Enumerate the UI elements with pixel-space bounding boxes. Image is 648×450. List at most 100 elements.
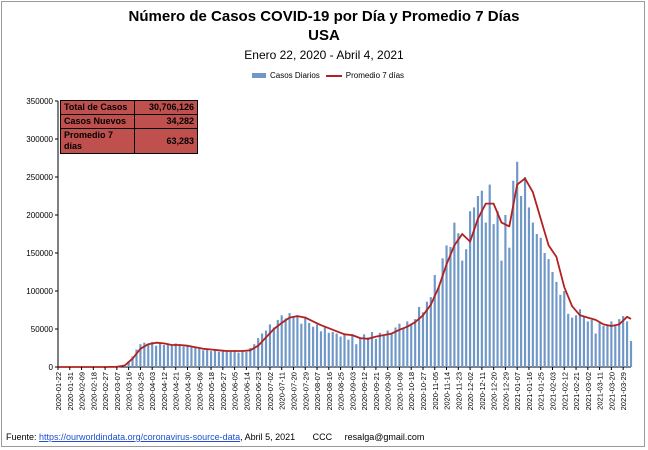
x-tick-label: 2020-11-05 <box>431 372 440 410</box>
x-tick-label: 2021-03-20 <box>607 372 616 410</box>
x-tick-label: 2020-11-14 <box>443 372 452 410</box>
x-tick-label: 2020-09-30 <box>384 372 393 410</box>
daily-cases-bar <box>629 340 633 367</box>
daily-cases-bar <box>209 351 213 367</box>
x-tick-label: 2020-12-02 <box>466 372 475 410</box>
daily-cases-bar <box>382 335 385 367</box>
daily-cases-bar <box>229 351 232 367</box>
daily-cases-bar <box>622 316 625 367</box>
daily-cases-bar <box>543 253 546 367</box>
daily-cases-bar <box>523 177 527 367</box>
daily-cases-bar <box>233 350 236 367</box>
daily-cases-bar <box>461 260 464 367</box>
daily-cases-bar <box>535 234 538 367</box>
daily-cases-bar <box>366 337 370 367</box>
daily-cases-bar <box>225 351 228 367</box>
daily-cases-bar <box>308 322 311 367</box>
x-tick-label: 2020-10-27 <box>419 372 428 410</box>
daily-cases-bar <box>449 246 452 367</box>
daily-cases-bar <box>618 319 621 367</box>
daily-cases-bar <box>304 316 307 367</box>
x-tick-label: 2020-04-03 <box>148 372 157 410</box>
stats-value: 63,283 <box>134 128 198 154</box>
x-tick-label: 2020-12-11 <box>478 372 487 410</box>
daily-cases-bar <box>319 331 323 367</box>
daily-cases-bar <box>488 184 491 367</box>
daily-cases-bar <box>253 344 256 367</box>
daily-cases-bar <box>315 324 319 367</box>
y-tick-label: 50000 <box>31 325 54 334</box>
daily-cases-bar <box>457 233 460 367</box>
daily-cases-bar <box>547 259 550 367</box>
daily-cases-bar <box>194 348 197 367</box>
daily-cases-bar <box>186 344 189 367</box>
x-tick-label: 2020-08-07 <box>313 372 322 410</box>
daily-cases-bar <box>292 317 295 367</box>
daily-cases-bar <box>202 350 205 367</box>
daily-cases-bar <box>476 196 480 367</box>
x-tick-label: 2020-12-20 <box>490 372 499 410</box>
daily-cases-bar <box>429 297 432 367</box>
x-tick-label: 2020-07-11 <box>278 372 287 410</box>
x-tick-label: 2020-06-23 <box>254 372 263 410</box>
daily-cases-bar <box>531 222 534 367</box>
daily-cases-bar <box>296 315 299 367</box>
daily-cases-bar <box>237 352 240 367</box>
y-tick-label: 300000 <box>26 135 53 144</box>
daily-cases-bar <box>312 326 315 367</box>
daily-cases-bar <box>516 161 519 367</box>
x-tick-label: 2021-02-21 <box>572 372 581 410</box>
x-tick-label: 2020-04-12 <box>160 372 169 410</box>
daily-cases-bar <box>370 332 374 367</box>
x-tick-label: 2020-09-21 <box>372 372 381 410</box>
daily-cases-bar <box>182 346 185 367</box>
daily-cases-bar <box>174 343 177 367</box>
daily-cases-bar <box>162 344 166 367</box>
y-tick-label: 100000 <box>26 287 53 296</box>
x-tick-label: 2020-07-29 <box>301 372 310 410</box>
daily-cases-bar <box>300 323 303 367</box>
x-tick-label: 2021-02-03 <box>549 372 558 410</box>
daily-cases-bar <box>359 338 362 367</box>
daily-cases-bar <box>445 245 448 367</box>
y-tick-label: 0 <box>49 363 54 372</box>
daily-cases-bar <box>539 237 542 367</box>
daily-cases-bar <box>437 287 440 367</box>
daily-cases-bar <box>139 344 142 367</box>
daily-cases-bar <box>480 190 483 367</box>
legend-bar-swatch <box>252 73 266 78</box>
legend-line-label: Promedio 7 días <box>345 71 405 80</box>
daily-cases-bar <box>386 330 389 367</box>
daily-cases-bar <box>343 333 346 367</box>
daily-cases-bar <box>331 332 334 367</box>
x-tick-label: 2020-06-14 <box>242 372 251 410</box>
chart-title: Número de Casos COVID-19 por Día y Prome… <box>128 8 520 25</box>
daily-cases-bar <box>453 222 456 367</box>
daily-cases-bar <box>602 325 605 367</box>
y-tick-label: 150000 <box>26 249 53 258</box>
x-tick-label: 2020-02-09 <box>78 372 87 410</box>
daily-cases-bar <box>327 332 330 367</box>
daily-cases-bar <box>249 348 252 367</box>
daily-cases-bar <box>272 327 275 367</box>
daily-cases-bar <box>594 333 597 367</box>
stats-value: 30,706,126 <box>134 100 198 115</box>
x-tick-label: 2020-03-16 <box>125 372 134 410</box>
daily-cases-bar <box>496 211 499 367</box>
chart-title-country: USA <box>308 27 340 44</box>
daily-cases-bar <box>178 344 181 367</box>
daily-cases-bar <box>131 356 134 367</box>
x-tick-label: 2020-10-09 <box>395 372 404 410</box>
daily-cases-bar <box>390 332 393 367</box>
x-tick-label: 2020-04-21 <box>172 372 181 410</box>
daily-cases-bar <box>335 333 338 367</box>
y-tick-label: 200000 <box>26 211 53 220</box>
stats-row: Casos Nuevos 34,282 <box>60 114 198 129</box>
daily-cases-bar <box>421 312 425 367</box>
y-tick-label: 350000 <box>26 97 53 106</box>
daily-cases-bar <box>582 316 585 367</box>
source-link[interactable]: https://ourworldindata.org/coronavirus-s… <box>39 432 241 442</box>
x-tick-label: 2021-03-11 <box>596 372 605 410</box>
daily-cases-bar <box>484 222 487 367</box>
daily-cases-bar <box>512 180 515 367</box>
